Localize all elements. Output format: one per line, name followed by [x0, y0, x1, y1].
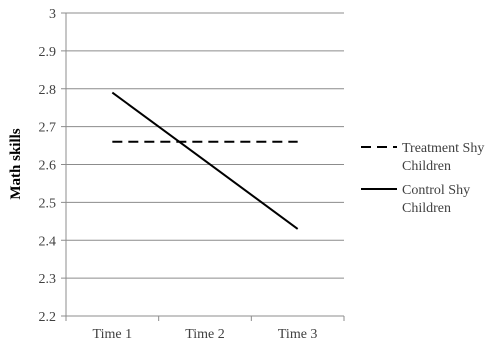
- y-tick-label: 3: [49, 7, 56, 22]
- y-tick-label: 2.4: [39, 234, 57, 249]
- x-tick-label: Time 1: [93, 327, 133, 342]
- series-lines: [111, 91, 299, 230]
- legend-label: Children: [402, 201, 451, 216]
- legend-label: Control Shy: [402, 183, 470, 198]
- legend: Treatment Shy Children Control Shy Children: [361, 141, 484, 216]
- control-series-line: [111, 91, 299, 230]
- x-tick-label: Time 3: [278, 327, 318, 342]
- y-axis-label: Math skills: [8, 128, 24, 199]
- legend-label: Children: [402, 159, 451, 174]
- y-tick-label: 2.7: [39, 121, 57, 136]
- y-tick-label: 2.3: [39, 272, 57, 287]
- y-tick-label: 2.9: [39, 45, 57, 60]
- y-tick-label: 2.8: [39, 83, 57, 98]
- y-tick-label: 2.6: [39, 159, 57, 174]
- y-tick-label: 2.5: [39, 196, 57, 211]
- legend-label: Treatment Shy: [402, 141, 484, 156]
- y-tick-label: 2.2: [39, 310, 57, 325]
- x-tick-labels: Time 1 Time 2 Time 3: [93, 327, 318, 342]
- y-tick-labels: 2.2 2.3 2.4 2.5 2.6 2.7 2.8 2.9 3: [39, 7, 57, 325]
- x-tick-label: Time 2: [185, 327, 225, 342]
- gridlines: [61, 12, 345, 321]
